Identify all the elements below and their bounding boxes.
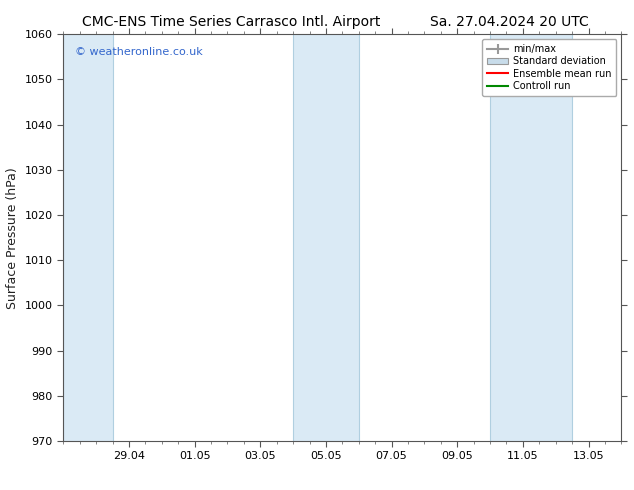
Text: CMC-ENS Time Series Carrasco Intl. Airport: CMC-ENS Time Series Carrasco Intl. Airpo… xyxy=(82,15,380,29)
Bar xyxy=(293,34,359,441)
Bar xyxy=(63,34,113,441)
Legend: min/max, Standard deviation, Ensemble mean run, Controll run: min/max, Standard deviation, Ensemble me… xyxy=(482,39,616,96)
Y-axis label: Surface Pressure (hPa): Surface Pressure (hPa) xyxy=(6,167,19,309)
Bar xyxy=(490,34,572,441)
Text: © weatheronline.co.uk: © weatheronline.co.uk xyxy=(75,47,202,56)
Text: Sa. 27.04.2024 20 UTC: Sa. 27.04.2024 20 UTC xyxy=(430,15,589,29)
